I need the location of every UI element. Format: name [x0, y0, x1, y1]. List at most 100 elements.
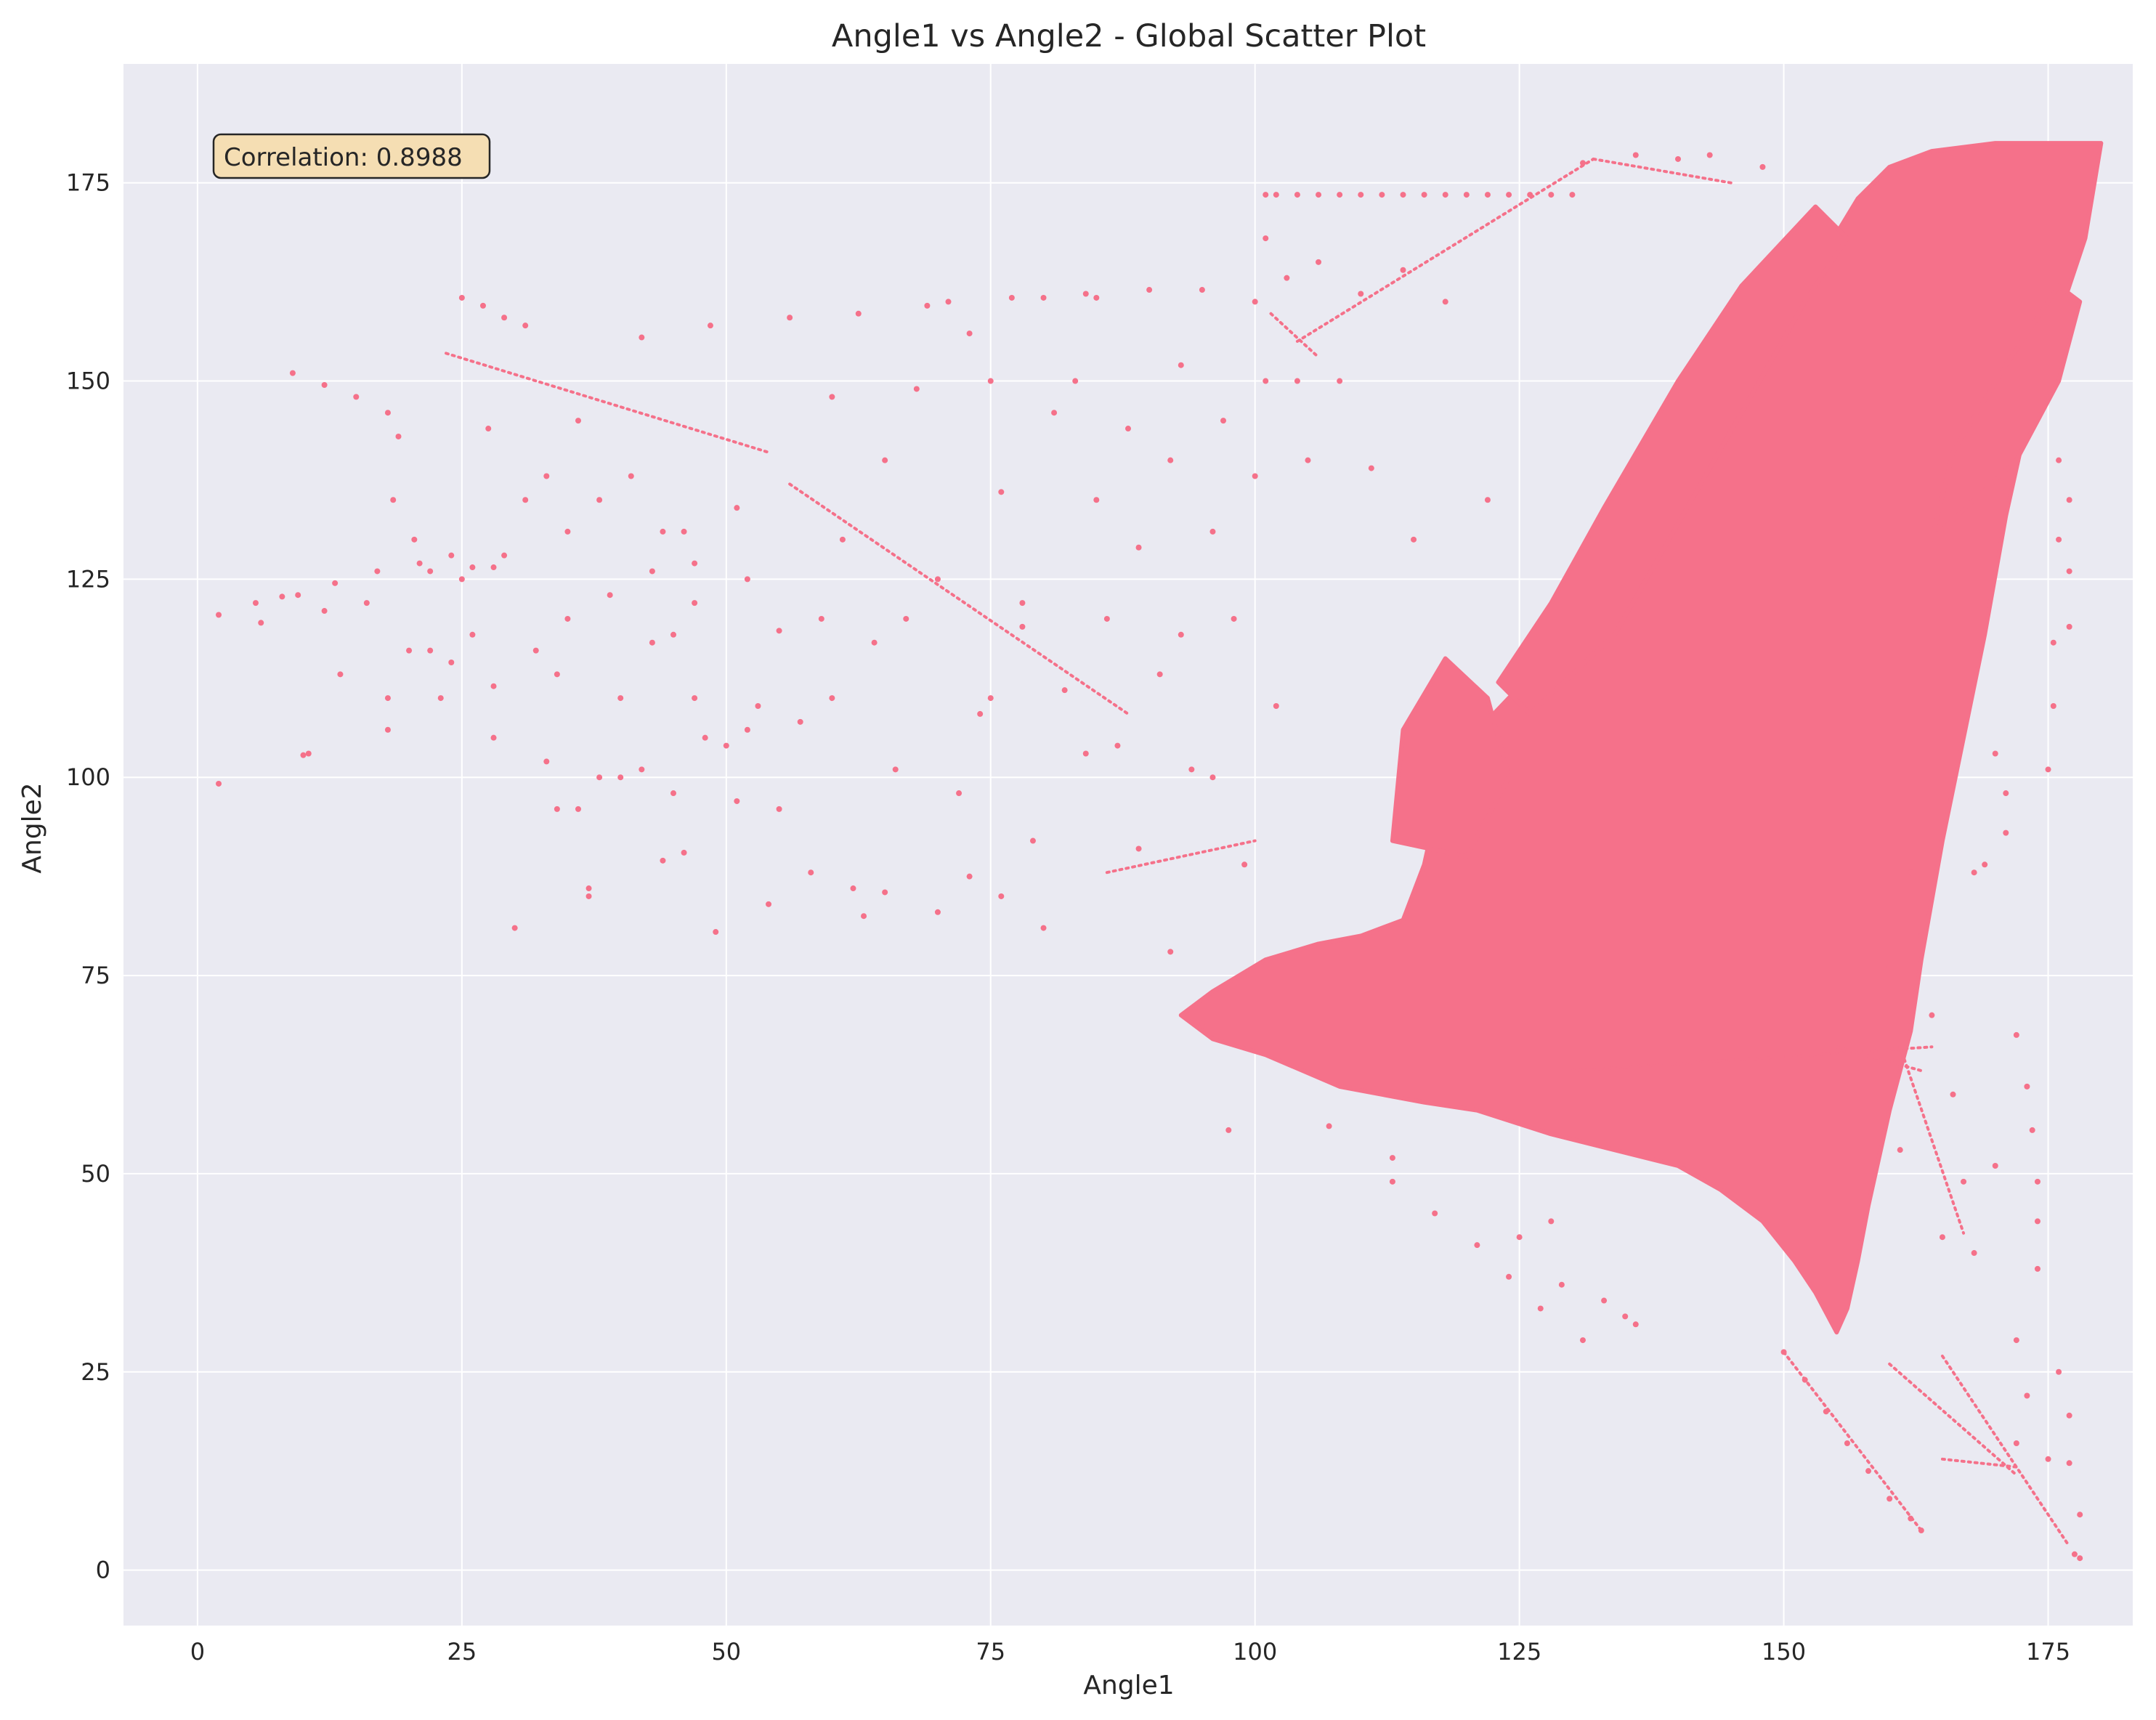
scatter-point [818, 615, 824, 622]
scatter-point [490, 564, 497, 571]
dense-point-trail [1571, 1045, 1934, 1073]
scatter-point [861, 913, 867, 920]
correlation-annotation-box [212, 133, 491, 179]
x-tick-label: 125 [1497, 1638, 1541, 1666]
scatter-point [1273, 192, 1279, 198]
scatter-point [649, 568, 655, 575]
x-tick-label: 25 [447, 1638, 477, 1666]
scatter-point [1326, 1123, 1332, 1129]
scatter-point [744, 576, 750, 583]
scatter-point [702, 734, 708, 741]
scatter-point [1135, 845, 1142, 852]
scatter-point [1061, 687, 1068, 694]
dense-point-trail [1105, 839, 1257, 875]
scatter-point [427, 568, 434, 575]
scatter-point [1506, 192, 1512, 198]
scatter-point [1442, 192, 1448, 198]
scatter-point [321, 382, 328, 389]
scatter-point [1400, 192, 1406, 198]
scatter-point [2029, 1127, 2035, 1133]
scatter-point [1125, 426, 1131, 432]
scatter-point [2050, 703, 2056, 710]
scatter-point [543, 758, 550, 765]
scatter-point [511, 925, 518, 931]
scatter-point [934, 576, 941, 583]
dense-point-trail [1782, 1350, 1923, 1533]
scatter-point [839, 536, 846, 543]
scatter-point [1548, 192, 1555, 198]
scatter-point [1178, 631, 1184, 638]
scatter-point [977, 710, 984, 717]
scatter-point [892, 766, 899, 773]
dense-point-trail [1898, 1045, 1966, 1235]
scatter-point [2024, 1083, 2030, 1090]
y-axis-ticks: 0 25 50 75 100 125 150 175 [66, 169, 110, 1584]
scatter-point [543, 473, 550, 479]
y-tick-label: 100 [66, 763, 110, 791]
scatter-point [1632, 1321, 1639, 1328]
correlation-annotation: Correlation: 0.8988 [212, 133, 491, 179]
scatter-point [681, 528, 687, 535]
scatter-point [374, 568, 381, 575]
scatter-point [2034, 1178, 2040, 1185]
scatter-point [596, 497, 603, 503]
scatter-point [384, 695, 391, 702]
scatter-point [787, 315, 793, 321]
x-tick-label: 175 [2026, 1638, 2070, 1666]
scatter-point [1008, 294, 1015, 301]
scatter-point [490, 734, 497, 741]
scatter-point [2071, 1551, 2078, 1557]
scatter-point [1167, 949, 1174, 955]
scatter-point [1759, 163, 1766, 170]
scatter-point [1950, 1091, 1956, 1098]
scatter-point [1199, 287, 1205, 293]
scatter-point [395, 433, 402, 439]
correlation-annotation-text: Correlation: 0.8988 [224, 143, 463, 172]
x-tick-label: 50 [711, 1638, 741, 1666]
scatter-point [321, 608, 328, 614]
dense-point-cluster [1496, 204, 1849, 716]
scatter-point [1400, 267, 1406, 273]
scatter-point [1252, 473, 1258, 479]
scatter-point [1358, 192, 1364, 198]
scatter-point [295, 592, 301, 599]
scatter-point [305, 750, 312, 757]
scatter-point [1579, 160, 1586, 166]
scatter-point [1780, 1349, 1787, 1355]
scatter-point [216, 612, 222, 618]
scatter-point [1019, 623, 1026, 630]
scatter-point [1558, 1281, 1565, 1288]
scatter-point [2066, 1460, 2072, 1467]
scatter-point [1442, 299, 1448, 305]
scatter-point [966, 330, 973, 337]
scatter-point [1632, 152, 1639, 158]
x-tick-label: 0 [190, 1638, 205, 1666]
dense-point-trail [1888, 1362, 2018, 1477]
scatter-point [2045, 1456, 2051, 1462]
scatter-point [1992, 1163, 1998, 1169]
scatter-point [1231, 615, 1237, 622]
scatter-point [1114, 742, 1121, 749]
dense-point-cluster [1390, 656, 1512, 859]
scatter-point [639, 334, 645, 341]
dense-point-trail [1940, 1457, 2018, 1469]
scatter-point [458, 294, 465, 301]
x-tick-label: 75 [976, 1638, 1005, 1666]
scatter-point [1411, 536, 1417, 543]
scatter-point [1961, 1178, 1967, 1185]
scatter-point [1263, 192, 1269, 198]
scatter-point [522, 497, 529, 503]
x-tick-label: 100 [1233, 1638, 1277, 1666]
scatter-point [871, 639, 878, 646]
scatter-point [2013, 1031, 2019, 1038]
scatter-point [337, 671, 344, 678]
y-axis-label: Angle2 [17, 782, 47, 873]
scatter-point [1453, 710, 1459, 717]
y-tick-label: 0 [96, 1557, 110, 1584]
scatter-point [1908, 1515, 1914, 1522]
scatter-point [1992, 750, 1998, 757]
scatter-point [1918, 1528, 1924, 1534]
scatter-point [2066, 497, 2072, 503]
scatter-point [390, 497, 397, 503]
